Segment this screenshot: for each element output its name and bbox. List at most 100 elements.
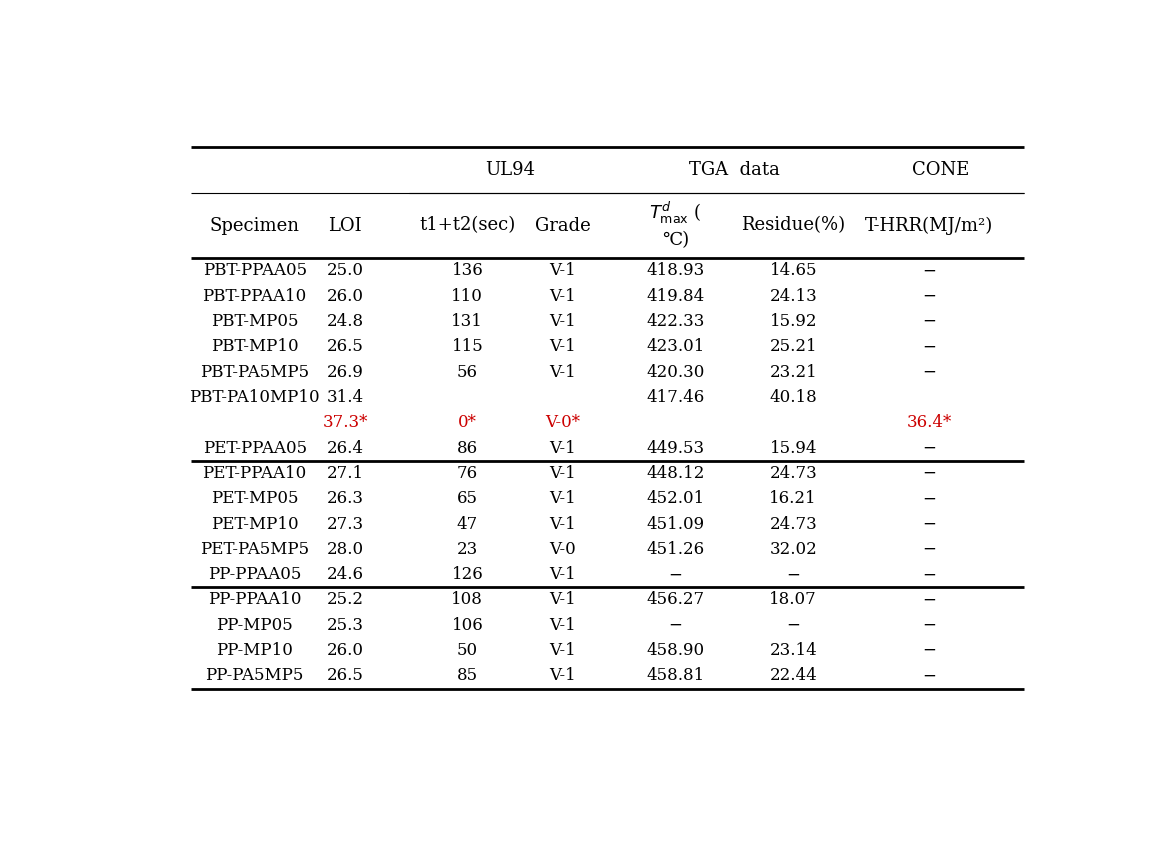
Text: V-1: V-1 bbox=[549, 465, 576, 482]
Text: PBT-MP05: PBT-MP05 bbox=[211, 313, 298, 330]
Text: 106: 106 bbox=[452, 617, 484, 634]
Text: −: − bbox=[668, 617, 682, 634]
Text: 451.26: 451.26 bbox=[646, 541, 704, 558]
Text: LOI: LOI bbox=[328, 217, 362, 235]
Text: −: − bbox=[922, 617, 936, 634]
Text: V-0*: V-0* bbox=[545, 414, 579, 431]
Text: 27.3: 27.3 bbox=[327, 516, 363, 533]
Text: Specimen: Specimen bbox=[209, 217, 300, 235]
Text: V-1: V-1 bbox=[549, 363, 576, 380]
Text: 26.0: 26.0 bbox=[327, 288, 363, 305]
Text: TGA  data: TGA data bbox=[689, 161, 780, 179]
Text: 126: 126 bbox=[452, 566, 484, 584]
Text: V-1: V-1 bbox=[549, 667, 576, 684]
Text: PP-MP05: PP-MP05 bbox=[216, 617, 293, 634]
Text: Residue(%): Residue(%) bbox=[742, 217, 846, 235]
Text: PET-PPAA10: PET-PPAA10 bbox=[202, 465, 307, 482]
Text: 423.01: 423.01 bbox=[646, 338, 704, 355]
Text: 458.81: 458.81 bbox=[646, 667, 704, 684]
Text: −: − bbox=[922, 440, 936, 457]
Text: t1+t2(sec): t1+t2(sec) bbox=[419, 217, 515, 235]
Text: 26.5: 26.5 bbox=[327, 667, 363, 684]
Text: 37.3*: 37.3* bbox=[322, 414, 368, 431]
Text: V-1: V-1 bbox=[549, 642, 576, 659]
Text: V-1: V-1 bbox=[549, 566, 576, 584]
Text: V-1: V-1 bbox=[549, 263, 576, 280]
Text: PBT-PA5MP5: PBT-PA5MP5 bbox=[200, 363, 310, 380]
Text: 15.94: 15.94 bbox=[770, 440, 816, 457]
Text: 18.07: 18.07 bbox=[770, 591, 818, 608]
Text: −: − bbox=[668, 566, 682, 584]
Text: 26.0: 26.0 bbox=[327, 642, 363, 659]
Text: 85: 85 bbox=[457, 667, 478, 684]
Text: 14.65: 14.65 bbox=[770, 263, 816, 280]
Text: 76: 76 bbox=[457, 465, 478, 482]
Text: CONE: CONE bbox=[912, 161, 969, 179]
Text: 50: 50 bbox=[457, 642, 478, 659]
Text: 452.01: 452.01 bbox=[646, 490, 704, 507]
Text: −: − bbox=[922, 541, 936, 558]
Text: 25.0: 25.0 bbox=[327, 263, 363, 280]
Text: PBT-PA10MP10: PBT-PA10MP10 bbox=[189, 389, 320, 406]
Text: PBT-MP10: PBT-MP10 bbox=[210, 338, 299, 355]
Text: 449.53: 449.53 bbox=[646, 440, 704, 457]
Text: 110: 110 bbox=[451, 288, 484, 305]
Text: V-1: V-1 bbox=[549, 288, 576, 305]
Text: 24.73: 24.73 bbox=[770, 516, 818, 533]
Text: 115: 115 bbox=[452, 338, 484, 355]
Text: PET-MP10: PET-MP10 bbox=[210, 516, 299, 533]
Text: V-1: V-1 bbox=[549, 338, 576, 355]
Text: 40.18: 40.18 bbox=[770, 389, 818, 406]
Text: −: − bbox=[922, 591, 936, 608]
Text: −: − bbox=[922, 667, 936, 684]
Text: 131: 131 bbox=[451, 313, 484, 330]
Text: 24.8: 24.8 bbox=[327, 313, 363, 330]
Text: −: − bbox=[922, 566, 936, 584]
Text: 419.84: 419.84 bbox=[646, 288, 704, 305]
Text: −: − bbox=[922, 516, 936, 533]
Text: 25.21: 25.21 bbox=[770, 338, 818, 355]
Text: Grade: Grade bbox=[535, 217, 590, 235]
Text: −: − bbox=[922, 288, 936, 305]
Text: PET-MP05: PET-MP05 bbox=[211, 490, 298, 507]
Text: 136: 136 bbox=[452, 263, 484, 280]
Text: 25.2: 25.2 bbox=[327, 591, 363, 608]
Text: PP-PPAA05: PP-PPAA05 bbox=[208, 566, 301, 584]
Text: 24.13: 24.13 bbox=[770, 288, 818, 305]
Text: −: − bbox=[922, 490, 936, 507]
Text: V-0: V-0 bbox=[549, 541, 576, 558]
Text: 24.73: 24.73 bbox=[770, 465, 818, 482]
Text: −: − bbox=[922, 338, 936, 355]
Text: 28.0: 28.0 bbox=[327, 541, 363, 558]
Text: ℃): ℃) bbox=[662, 231, 689, 249]
Text: PP-MP10: PP-MP10 bbox=[216, 642, 293, 659]
Text: 456.27: 456.27 bbox=[646, 591, 704, 608]
Text: 26.3: 26.3 bbox=[327, 490, 363, 507]
Text: −: − bbox=[786, 617, 800, 634]
Text: −: − bbox=[922, 313, 936, 330]
Text: 23: 23 bbox=[457, 541, 478, 558]
Text: 26.4: 26.4 bbox=[327, 440, 363, 457]
Text: PET-PPAA05: PET-PPAA05 bbox=[202, 440, 307, 457]
Text: 26.9: 26.9 bbox=[327, 363, 363, 380]
Text: 86: 86 bbox=[457, 440, 478, 457]
Text: 417.46: 417.46 bbox=[646, 389, 704, 406]
Text: 420.30: 420.30 bbox=[646, 363, 704, 380]
Text: 25.3: 25.3 bbox=[327, 617, 363, 634]
Text: 418.93: 418.93 bbox=[646, 263, 704, 280]
Text: PET-PA5MP5: PET-PA5MP5 bbox=[200, 541, 310, 558]
Text: 56: 56 bbox=[457, 363, 478, 380]
Text: 0*: 0* bbox=[458, 414, 477, 431]
Text: PBT-PPAA10: PBT-PPAA10 bbox=[202, 288, 307, 305]
Text: V-1: V-1 bbox=[549, 591, 576, 608]
Text: 448.12: 448.12 bbox=[646, 465, 704, 482]
Text: 22.44: 22.44 bbox=[770, 667, 818, 684]
Text: 16.21: 16.21 bbox=[770, 490, 818, 507]
Text: 451.09: 451.09 bbox=[646, 516, 704, 533]
Text: T-HRR(MJ/m²): T-HRR(MJ/m²) bbox=[864, 217, 993, 235]
Text: −: − bbox=[922, 363, 936, 380]
Text: 36.4*: 36.4* bbox=[906, 414, 952, 431]
Text: −: − bbox=[922, 642, 936, 659]
Text: −: − bbox=[922, 263, 936, 280]
Text: −: − bbox=[922, 465, 936, 482]
